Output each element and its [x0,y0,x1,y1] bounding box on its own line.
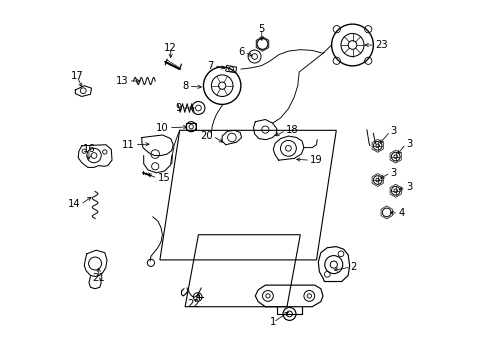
Text: 7: 7 [207,60,213,71]
Text: 9: 9 [175,103,181,113]
Text: 2: 2 [350,262,356,272]
Text: 19: 19 [309,155,322,165]
Text: 21: 21 [92,273,105,283]
Bar [186,123,196,130]
Text: 3: 3 [405,139,411,149]
Text: 16: 16 [82,144,95,154]
Text: 6: 6 [238,47,244,57]
Text: 14: 14 [68,199,81,210]
Text: 15: 15 [157,173,170,183]
Text: 5: 5 [258,24,264,34]
Text: 8: 8 [182,81,188,91]
Text: 22: 22 [187,299,200,309]
Text: 4: 4 [398,208,404,218]
Text: 12: 12 [164,42,177,53]
Text: 3: 3 [389,126,396,136]
Text: 13: 13 [116,76,128,86]
Text: 1: 1 [269,317,276,327]
Text: 3: 3 [405,182,411,192]
Text: 20: 20 [200,131,212,141]
Text: 3: 3 [389,168,396,178]
Text: 10: 10 [156,123,168,133]
Text: 18: 18 [285,125,298,135]
Text: 23: 23 [374,40,386,50]
Bar [225,66,236,73]
Text: 17: 17 [71,71,83,81]
Text: 11: 11 [122,140,134,150]
